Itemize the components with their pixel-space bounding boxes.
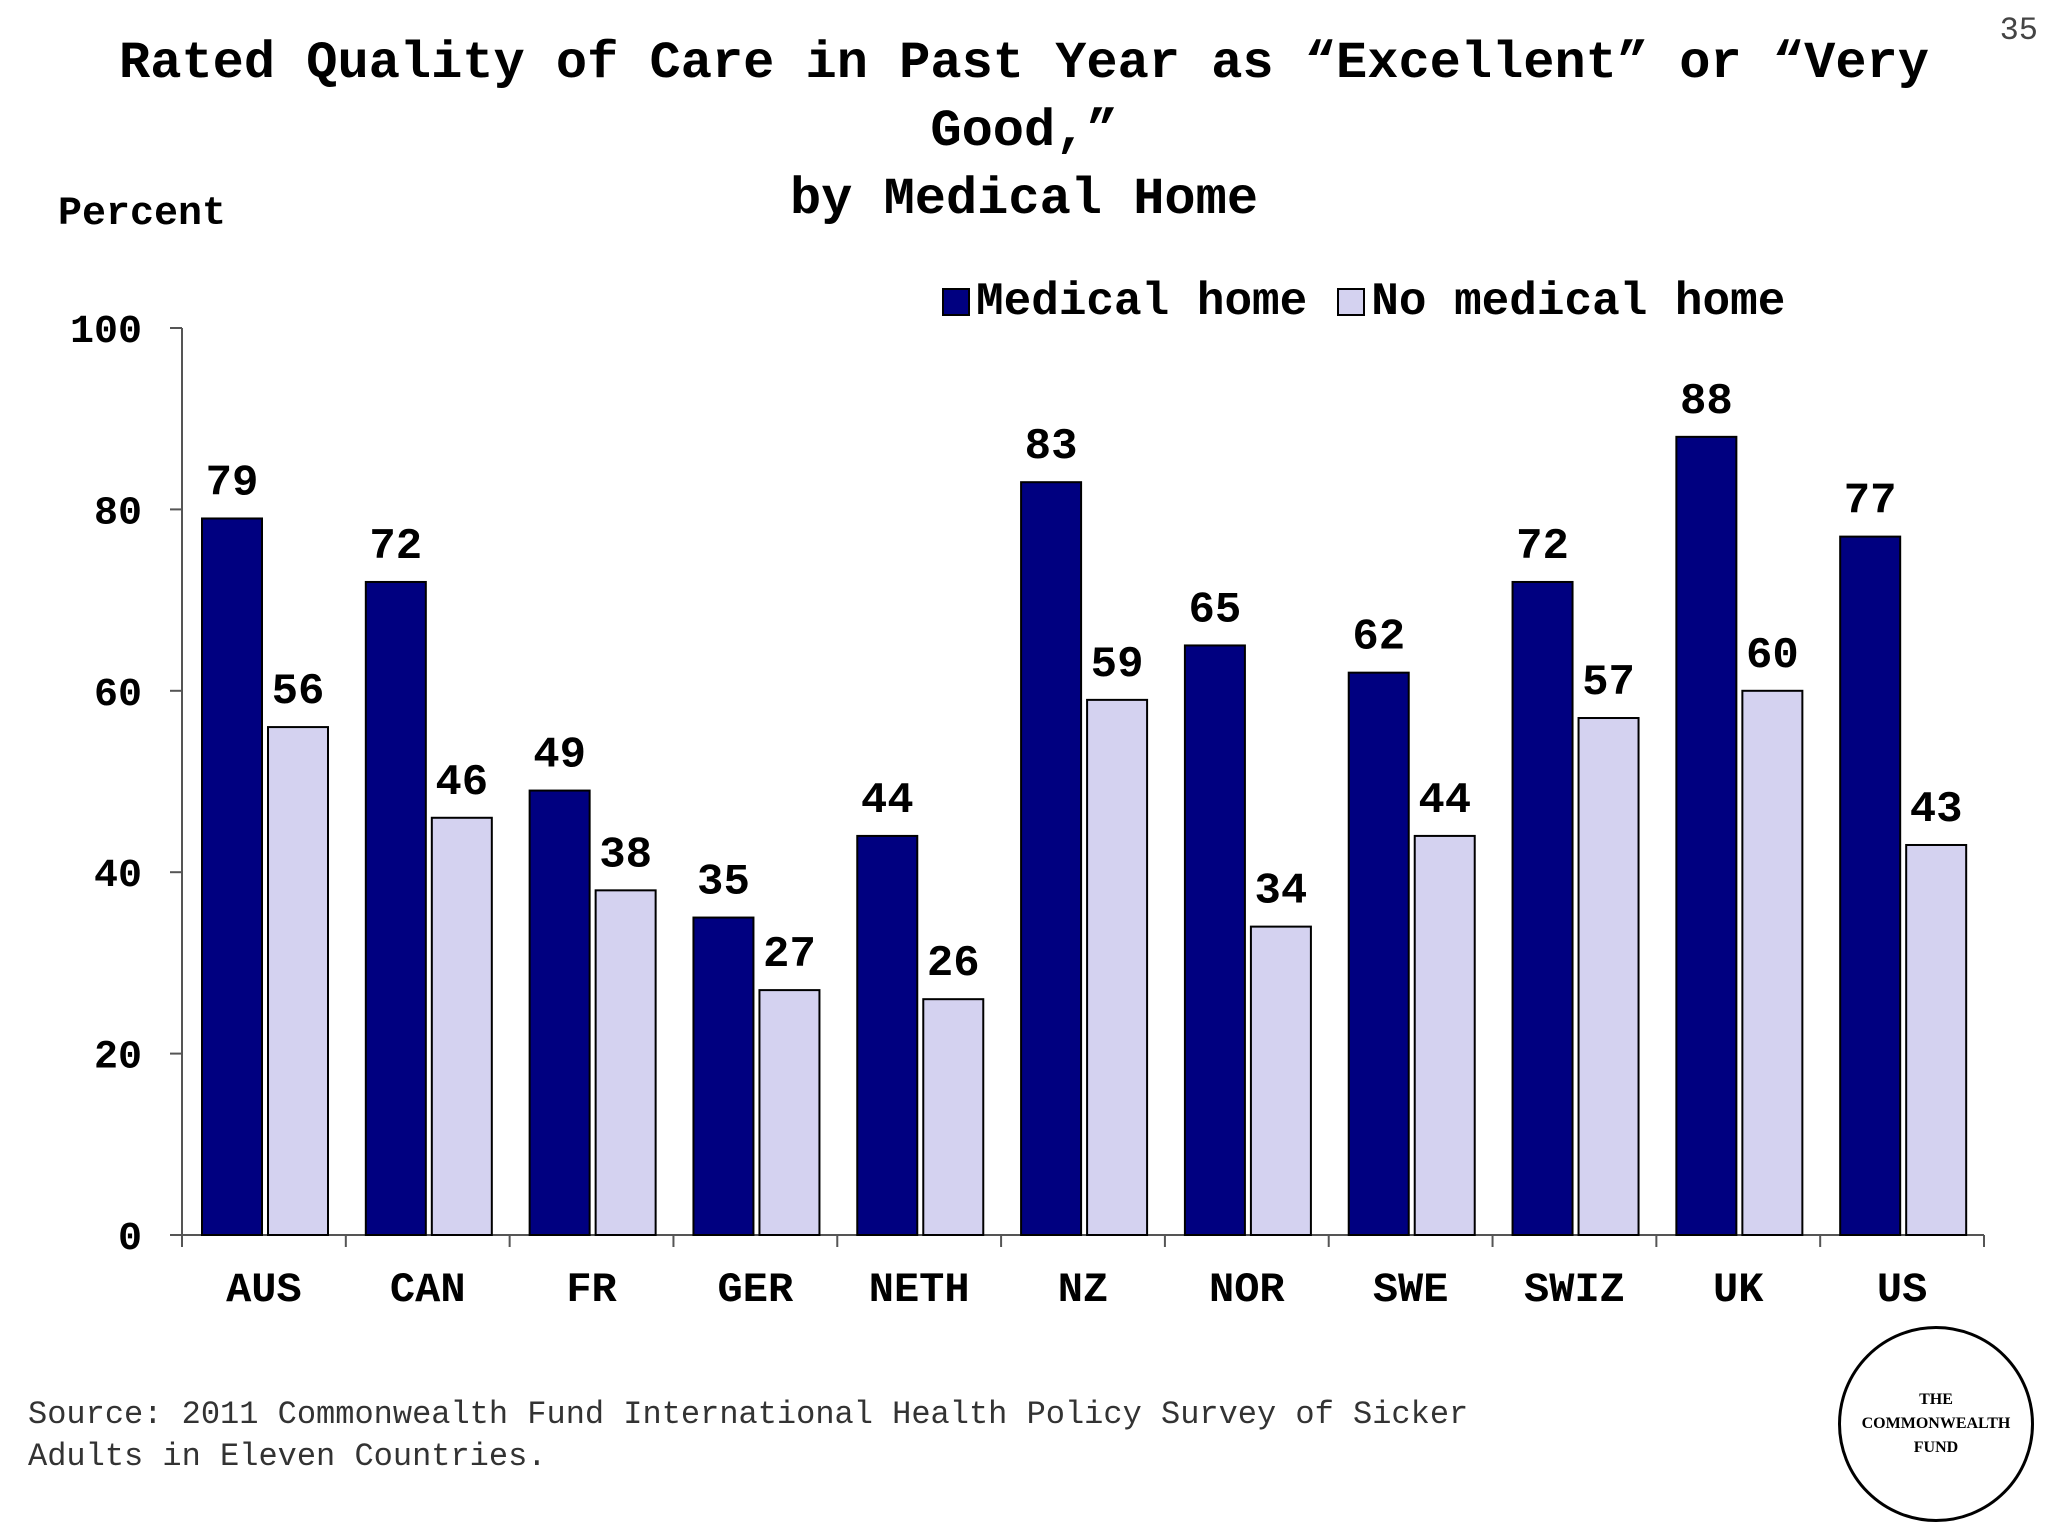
- data-label-no-medical-home: 43: [1910, 785, 1963, 835]
- data-label-no-medical-home: 34: [1255, 867, 1308, 917]
- bar-medical-home: [1020, 481, 1083, 1236]
- bar-medical-home: [201, 517, 263, 1236]
- legend-swatch-medical-home: [942, 288, 970, 316]
- y-tick-label: 60: [94, 673, 142, 718]
- x-category-label: AUS: [226, 1266, 302, 1314]
- chart-legend: Medical home No medical home: [942, 276, 1785, 328]
- commonwealth-fund-logo: THE COMMONWEALTH FUND: [1838, 1326, 2034, 1522]
- x-category-label: NZ: [1058, 1266, 1108, 1314]
- bar-no-medical-home: [1741, 689, 1804, 1236]
- x-category-label: UK: [1713, 1266, 1764, 1314]
- y-tick-label: 40: [94, 854, 142, 899]
- bar-medical-home: [1511, 580, 1574, 1236]
- x-category-label: NETH: [869, 1266, 970, 1314]
- chart-title: Rated Quality of Care in Past Year as “E…: [0, 30, 2048, 234]
- data-label-medical-home: 88: [1680, 377, 1733, 427]
- bar-medical-home: [1675, 435, 1738, 1236]
- data-label-medical-home: 62: [1352, 613, 1405, 663]
- bar-no-medical-home: [1086, 698, 1149, 1236]
- bar-no-medical-home: [594, 889, 657, 1237]
- data-label-medical-home: 72: [369, 522, 422, 572]
- y-tick-label: 0: [118, 1217, 142, 1262]
- y-tick-label: 80: [94, 491, 142, 536]
- data-label-medical-home: 44: [861, 776, 914, 826]
- bar-no-medical-home: [1577, 717, 1640, 1236]
- bar-no-medical-home: [430, 816, 493, 1237]
- data-label-no-medical-home: 46: [435, 758, 488, 808]
- y-axis-unit-label: Percent: [58, 192, 227, 237]
- bar-no-medical-home: [1249, 925, 1312, 1236]
- chart-title-line-2: Good,”: [930, 102, 1118, 161]
- data-label-medical-home: 77: [1844, 477, 1897, 527]
- y-tick-label: 20: [94, 1036, 142, 1081]
- x-category-label: SWE: [1373, 1266, 1449, 1314]
- data-label-no-medical-home: 26: [927, 939, 980, 989]
- bar-no-medical-home: [1413, 834, 1476, 1236]
- data-label-no-medical-home: 38: [599, 830, 652, 880]
- bar-medical-home: [528, 789, 591, 1236]
- source-line-1: Source: 2011 Commonwealth Fund Internati…: [28, 1396, 1469, 1433]
- bar-no-medical-home: [267, 726, 329, 1237]
- data-label-no-medical-home: 59: [1091, 640, 1144, 690]
- bar-chart: 0 20 40 60 80 100 79 56 AUS 72 46 CAN 49 38 FR 35 27 GER 4…: [70, 310, 1985, 1314]
- legend-label-medical-home: Medical home: [976, 276, 1308, 328]
- legend-item-no-medical-home: No medical home: [1337, 276, 1785, 328]
- data-label-medical-home: 49: [533, 731, 586, 781]
- bar-medical-home: [1839, 535, 1902, 1236]
- x-category-label: FR: [566, 1266, 617, 1314]
- x-category-label: CAN: [390, 1266, 466, 1314]
- data-label-no-medical-home: 57: [1582, 658, 1635, 708]
- x-category-label: SWIZ: [1524, 1266, 1625, 1314]
- data-label-no-medical-home: 27: [763, 930, 816, 980]
- x-category-label: GER: [718, 1266, 794, 1314]
- logo-line-1: THE: [1919, 1391, 1953, 1408]
- bar-medical-home: [1347, 671, 1410, 1236]
- data-label-no-medical-home: 56: [272, 667, 325, 717]
- legend-label-no-medical-home: No medical home: [1371, 276, 1786, 328]
- bar-medical-home: [692, 916, 755, 1236]
- source-note: Source: 2011 Commonwealth Fund Internati…: [28, 1394, 1628, 1478]
- bar-medical-home: [364, 580, 427, 1236]
- y-tick-label: 100: [70, 310, 142, 355]
- source-line-2: Adults in Eleven Countries.: [28, 1438, 547, 1475]
- data-label-no-medical-home: 44: [1418, 776, 1471, 826]
- logo-line-2: COMMONWEALTH: [1861, 1415, 2011, 1432]
- chart-title-line-1: Rated Quality of Care in Past Year as “E…: [119, 34, 1929, 93]
- bar-no-medical-home: [758, 989, 821, 1236]
- logo-line-3: FUND: [1913, 1439, 1959, 1456]
- bar-no-medical-home: [1905, 843, 1968, 1236]
- data-label-no-medical-home: 60: [1746, 631, 1799, 681]
- data-label-medical-home: 65: [1189, 585, 1242, 635]
- bar-no-medical-home: [922, 998, 985, 1236]
- legend-item-medical-home: Medical home: [942, 276, 1307, 328]
- data-label-medical-home: 83: [1025, 422, 1078, 472]
- x-category-label: NOR: [1209, 1266, 1285, 1314]
- bar-medical-home: [856, 834, 919, 1236]
- bar-medical-home: [1183, 644, 1246, 1236]
- slide-number: 35: [1999, 12, 2038, 49]
- data-label-medical-home: 79: [206, 458, 259, 508]
- legend-swatch-no-medical-home: [1337, 288, 1366, 316]
- x-category-label: US: [1877, 1266, 1927, 1314]
- data-label-medical-home: 72: [1516, 522, 1569, 572]
- data-label-medical-home: 35: [697, 858, 750, 908]
- chart-title-line-3: by Medical Home: [789, 170, 1259, 229]
